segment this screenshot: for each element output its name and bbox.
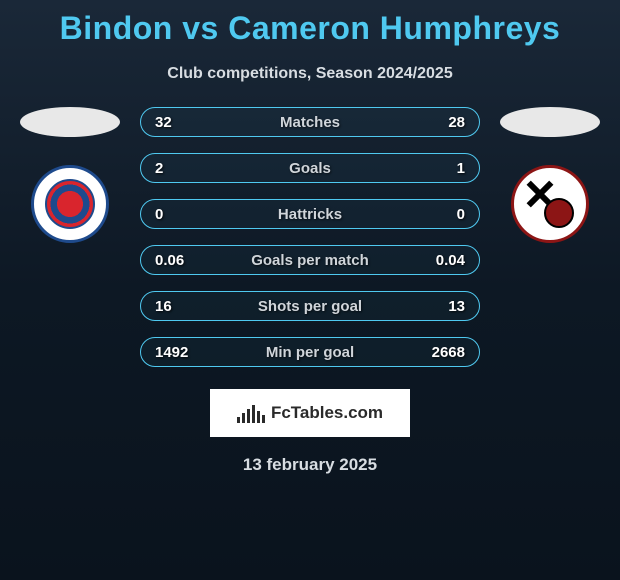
bar-segment (262, 415, 265, 423)
stat-right-value: 28 (448, 114, 465, 131)
stat-left-value: 2 (155, 160, 163, 177)
stat-label: Shots per goal (258, 298, 362, 315)
stat-row: 0 Hattricks 0 (140, 199, 480, 229)
stat-row: 32 Matches 28 (140, 107, 480, 137)
stat-row: 0.06 Goals per match 0.04 (140, 245, 480, 275)
stat-left-value: 1492 (155, 344, 188, 361)
stat-row: 2 Goals 1 (140, 153, 480, 183)
bar-segment (257, 411, 260, 423)
stat-label: Goals per match (251, 252, 369, 269)
club-badge-right-inner (520, 174, 580, 234)
ball-icon (544, 198, 574, 228)
bar-segment (247, 409, 250, 423)
player-right-column (500, 107, 600, 243)
club-badge-left-inner (45, 179, 95, 229)
page-title: Bindon vs Cameron Humphreys (0, 0, 620, 47)
stat-label: Min per goal (266, 344, 354, 361)
stat-label: Hattricks (278, 206, 342, 223)
player-left-column (20, 107, 120, 243)
stat-right-value: 0 (457, 206, 465, 223)
stat-left-value: 32 (155, 114, 172, 131)
stat-label: Matches (280, 114, 340, 131)
stat-right-value: 13 (448, 298, 465, 315)
brand-text: FcTables.com (271, 403, 383, 423)
stat-left-value: 0.06 (155, 252, 184, 269)
comparison-content: 32 Matches 28 2 Goals 1 0 Hattricks 0 0.06 Goals p… (0, 107, 620, 367)
club-badge-left (31, 165, 109, 243)
stat-right-value: 2668 (432, 344, 465, 361)
bars-icon (237, 403, 265, 423)
bar-segment (242, 413, 245, 423)
date-label: 13 february 2025 (0, 455, 620, 475)
stat-left-value: 0 (155, 206, 163, 223)
player-left-avatar (20, 107, 120, 137)
player-right-avatar (500, 107, 600, 137)
stats-column: 32 Matches 28 2 Goals 1 0 Hattricks 0 0.06 Goals p… (140, 107, 480, 367)
fctables-badge[interactable]: FcTables.com (210, 389, 410, 437)
stat-left-value: 16 (155, 298, 172, 315)
club-badge-right (511, 165, 589, 243)
stat-row: 16 Shots per goal 13 (140, 291, 480, 321)
bar-segment (237, 417, 240, 423)
stat-right-value: 0.04 (436, 252, 465, 269)
stat-label: Goals (289, 160, 331, 177)
subtitle: Club competitions, Season 2024/2025 (0, 65, 620, 83)
stat-right-value: 1 (457, 160, 465, 177)
stat-row: 1492 Min per goal 2668 (140, 337, 480, 367)
bar-segment (252, 405, 255, 423)
